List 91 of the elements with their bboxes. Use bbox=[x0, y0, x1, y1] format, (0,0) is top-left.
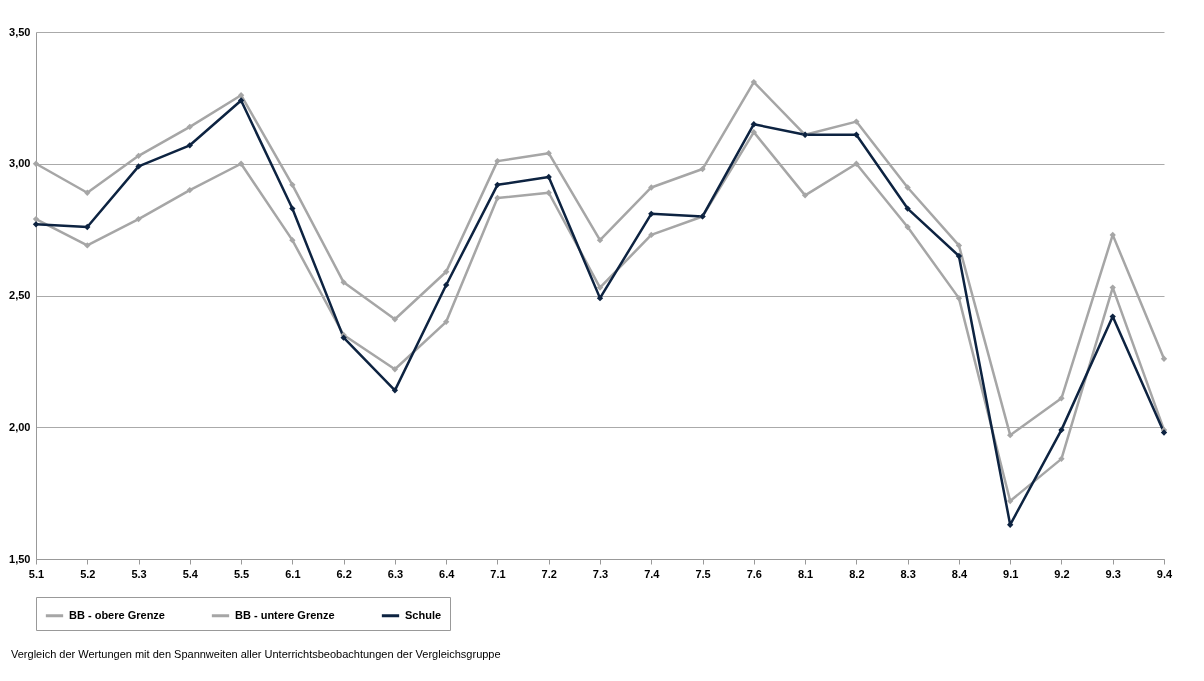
point bbox=[494, 157, 501, 165]
point bbox=[648, 231, 655, 239]
y-tick-label: 3,00 bbox=[9, 157, 31, 170]
point bbox=[84, 223, 91, 231]
point bbox=[648, 184, 655, 191]
point bbox=[494, 181, 501, 188]
point bbox=[1007, 497, 1014, 505]
point bbox=[135, 152, 142, 160]
point bbox=[699, 165, 706, 173]
point bbox=[135, 163, 142, 170]
point bbox=[955, 294, 963, 302]
x-tick-label: 6.2 bbox=[336, 567, 352, 580]
point bbox=[1058, 426, 1065, 434]
x-tick-label: 7.1 bbox=[490, 567, 506, 580]
point bbox=[904, 184, 911, 191]
x-tick-label: 7.3 bbox=[592, 567, 609, 580]
point bbox=[84, 189, 91, 196]
x-tick-label: 8.4 bbox=[951, 567, 968, 580]
point bbox=[545, 189, 552, 196]
text: Vergleich der Wertungen mit den Spannweiten aller Unterrichtsbeobachtungen der Vergleichsgruppe bbox=[11, 647, 501, 660]
point bbox=[596, 294, 604, 302]
point bbox=[237, 160, 245, 167]
point bbox=[237, 92, 245, 99]
x-tick-label: 7.4 bbox=[644, 567, 661, 580]
point bbox=[1058, 395, 1065, 402]
x-tick-label: 9.2 bbox=[1054, 567, 1070, 580]
point bbox=[853, 118, 860, 125]
point bbox=[648, 210, 655, 217]
point bbox=[443, 318, 450, 326]
legend-label: BB - obere Grenze bbox=[69, 608, 165, 621]
point bbox=[596, 284, 604, 291]
x-tick-label: 6.3 bbox=[387, 567, 404, 580]
legend-label: Schule bbox=[405, 608, 442, 621]
point bbox=[801, 192, 809, 199]
x-tick-label: 5.5 bbox=[233, 567, 250, 580]
point bbox=[443, 268, 450, 275]
point bbox=[750, 128, 757, 136]
point bbox=[32, 160, 40, 167]
point bbox=[135, 215, 142, 223]
point bbox=[596, 237, 604, 244]
point bbox=[289, 181, 296, 188]
point bbox=[340, 279, 347, 286]
y-tick-label: 3,50 bbox=[9, 25, 31, 38]
x-tick-label: 9.1 bbox=[1003, 567, 1019, 580]
x-tick-label: 6.1 bbox=[285, 567, 301, 580]
point bbox=[904, 223, 911, 231]
point bbox=[494, 194, 501, 202]
point bbox=[186, 123, 193, 131]
x-tick-label: 7.6 bbox=[746, 567, 762, 580]
point bbox=[1109, 313, 1116, 320]
x-tick-label: 7.2 bbox=[541, 567, 557, 580]
point bbox=[443, 281, 450, 289]
point bbox=[289, 237, 296, 244]
point bbox=[1160, 355, 1168, 362]
x-tick-label: 8.1 bbox=[797, 567, 814, 580]
x-tick-label: 9.3 bbox=[1105, 567, 1121, 580]
point bbox=[545, 150, 552, 157]
point bbox=[289, 205, 296, 212]
x-tick-label: 8.2 bbox=[849, 567, 865, 580]
point bbox=[237, 97, 245, 104]
x-tick-label: 9.4 bbox=[1156, 567, 1174, 580]
point bbox=[904, 205, 911, 212]
point bbox=[1007, 521, 1014, 528]
point bbox=[750, 121, 757, 128]
point bbox=[391, 387, 399, 394]
point bbox=[391, 316, 399, 323]
point bbox=[545, 173, 552, 181]
point bbox=[391, 366, 399, 373]
point bbox=[32, 215, 40, 223]
point bbox=[955, 252, 963, 260]
x-tick-label: 7.5 bbox=[695, 567, 711, 580]
y-tick-label: 2,00 bbox=[9, 420, 31, 433]
point bbox=[186, 186, 193, 194]
legend-label: BB - untere Grenze bbox=[235, 608, 335, 621]
point bbox=[853, 131, 860, 138]
x-tick-label: 5.2 bbox=[80, 567, 96, 580]
point bbox=[853, 160, 860, 167]
y-tick-label: 2,50 bbox=[9, 289, 31, 301]
x-tick-label: 5.1 bbox=[28, 567, 45, 580]
point bbox=[955, 242, 963, 249]
x-tick-label: 8.3 bbox=[900, 567, 916, 580]
x-tick-label: 6.4 bbox=[439, 567, 456, 580]
point bbox=[84, 242, 91, 249]
x-tick-label: 5.3 bbox=[131, 567, 147, 580]
x-tick-label: 5.4 bbox=[182, 567, 199, 580]
point bbox=[186, 142, 193, 149]
y-tick-label: 1,50 bbox=[9, 552, 31, 565]
point bbox=[1058, 455, 1065, 463]
point bbox=[32, 221, 40, 228]
point bbox=[1007, 431, 1014, 439]
point bbox=[750, 78, 757, 86]
